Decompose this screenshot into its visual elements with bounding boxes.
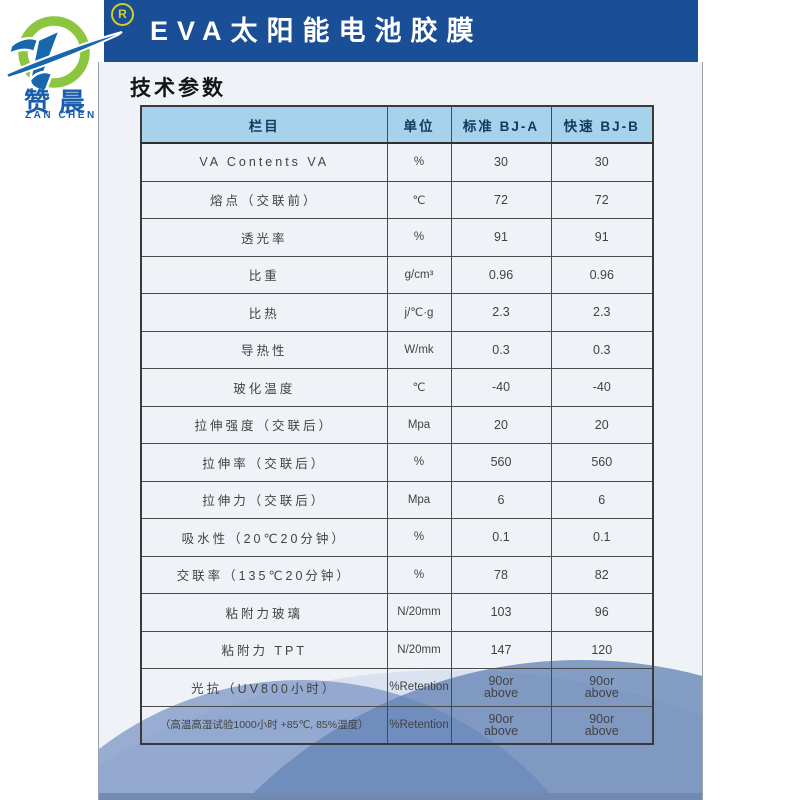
value-a-cell: 0.96 (450, 255, 552, 294)
value-b-cell: 90or above (550, 668, 654, 707)
content-panel: 技术参数 栏目 单位 标准 BJ-A 快速 BJ-B VA Contents V… (98, 62, 703, 800)
param-label-cell: 玻化温度 (140, 368, 388, 407)
value-a-cell: 90or above (450, 705, 552, 745)
param-label-cell: 粘附力玻璃 (140, 593, 388, 632)
unit-cell: %Retention (386, 705, 452, 745)
param-label-cell: VA Contents VA (140, 142, 388, 182)
unit-cell: ℃ (386, 368, 452, 407)
table-row: 粘附力 TPT N/20mm 147 120 (140, 630, 654, 669)
param-label-cell: 比重 (140, 255, 388, 294)
unit-cell: N/20mm (386, 630, 452, 669)
unit-cell: % (386, 518, 452, 557)
value-b-cell: 82 (550, 555, 654, 594)
param-label-cell: 熔点（交联前） (140, 180, 388, 219)
column-header-fast: 快速 BJ-B (550, 105, 654, 144)
table-row: 光抗（UV800小时） %Retention 90or above 90or abov… (140, 668, 654, 707)
spec-table-body: VA Contents VA% 30 30 熔点（交联前） ℃ 72 72 透光率% 91 91 比… (140, 142, 654, 745)
table-row: 比重 g/cm³ 0.96 0.96 (140, 255, 654, 294)
table-row: 吸水性（20℃20分钟）% 0.1 0.1 (140, 518, 654, 557)
value-b-cell: 72 (550, 180, 654, 219)
param-label-cell: 拉伸强度（交联后） (140, 405, 388, 444)
param-label-cell: （高温高湿试验1000小时 +85℃, 85%湿度） (140, 705, 388, 745)
value-a-cell: 0.3 (450, 330, 552, 369)
table-row: VA Contents VA% 30 30 (140, 142, 654, 182)
value-a-cell: 2.3 (450, 293, 552, 332)
value-b-cell: 2.3 (550, 293, 654, 332)
value-a-cell: 78 (450, 555, 552, 594)
value-a-cell: 90or above (450, 668, 552, 707)
value-b-cell: 0.96 (550, 255, 654, 294)
unit-cell: % (386, 443, 452, 482)
value-b-cell: 20 (550, 405, 654, 444)
value-a-cell: 91 (450, 218, 552, 257)
value-b-cell: 6 (550, 480, 654, 519)
unit-cell: Mpa (386, 480, 452, 519)
bottom-strip-decoration (99, 793, 702, 800)
param-label-cell: 粘附力 TPT (140, 630, 388, 669)
table-row: 拉伸率（交联后）% 560 560 (140, 443, 654, 482)
column-header-unit: 单位 (386, 105, 452, 144)
unit-cell: % (386, 555, 452, 594)
param-label-cell: 交联率（135℃20分钟） (140, 555, 388, 594)
table-row: 透光率% 91 91 (140, 218, 654, 257)
table-header-row: 栏目 单位 标准 BJ-A 快速 BJ-B (140, 105, 654, 144)
registered-trademark-icon: R (111, 3, 134, 26)
value-a-cell: 147 (450, 630, 552, 669)
unit-cell: j/℃·g (386, 293, 452, 332)
value-a-cell: 30 (450, 142, 552, 182)
unit-cell: ℃ (386, 180, 452, 219)
value-a-cell: -40 (450, 368, 552, 407)
table-row: 粘附力玻璃 N/20mm 103 96 (140, 593, 654, 632)
value-b-cell: 0.3 (550, 330, 654, 369)
value-b-cell: 0.1 (550, 518, 654, 557)
table-row: 导热性 W/mk 0.3 0.3 (140, 330, 654, 369)
unit-cell: g/cm³ (386, 255, 452, 294)
column-header-standard: 标准 BJ-A (450, 105, 552, 144)
value-a-cell: 72 (450, 180, 552, 219)
value-b-cell: 30 (550, 142, 654, 182)
param-label-cell: 拉伸力（交联后） (140, 480, 388, 519)
table-row: （高温高湿试验1000小时 +85℃, 85%湿度） %Retention 90or… (140, 705, 654, 745)
value-a-cell: 20 (450, 405, 552, 444)
value-b-cell: 91 (550, 218, 654, 257)
value-b-cell: 120 (550, 630, 654, 669)
value-b-cell: -40 (550, 368, 654, 407)
unit-cell: W/mk (386, 330, 452, 369)
unit-cell: N/20mm (386, 593, 452, 632)
unit-cell: %Retention (386, 668, 452, 707)
brand-name-chinese: 赞晨 (24, 87, 95, 117)
table-row: 拉伸强度（交联后） Mpa 20 20 (140, 405, 654, 444)
param-label-cell: 吸水性（20℃20分钟） (140, 518, 388, 557)
param-label-cell: 光抗（UV800小时） (140, 668, 388, 707)
unit-cell: % (386, 142, 452, 182)
param-label-cell: 比热 (140, 293, 388, 332)
table-row: 拉伸力（交联后） Mpa 6 6 (140, 480, 654, 519)
value-b-cell: 96 (550, 593, 654, 632)
param-label-cell: 透光率 (140, 218, 388, 257)
unit-cell: % (386, 218, 452, 257)
value-a-cell: 0.1 (450, 518, 552, 557)
value-a-cell: 103 (450, 593, 552, 632)
unit-cell: Mpa (386, 405, 452, 444)
zanchen-logo: 赞晨 ZAN CHEN (4, 2, 128, 128)
value-b-cell: 90or above (550, 705, 654, 745)
table-row: 熔点（交联前） ℃ 72 72 (140, 180, 654, 219)
section-title: 技术参数 (130, 77, 226, 100)
table-row: 交联率（135℃20分钟）% 78 82 (140, 555, 654, 594)
value-a-cell: 6 (450, 480, 552, 519)
table-row: 比热 j/℃·g 2.3 2.3 (140, 293, 654, 332)
logo-swoosh-icon (4, 16, 123, 92)
value-a-cell: 560 (450, 443, 552, 482)
value-b-cell: 560 (550, 443, 654, 482)
column-header-item: 栏目 (140, 105, 388, 144)
param-label-cell: 导热性 (140, 330, 388, 369)
param-label-cell: 拉伸率（交联后） (140, 443, 388, 482)
brand-name-english: ZAN CHEN (25, 110, 97, 121)
product-title: EVA太阳能电池胶膜 (150, 16, 483, 46)
title-bar: EVA太阳能电池胶膜 (104, 0, 698, 62)
table-row: 玻化温度 ℃ -40 -40 (140, 368, 654, 407)
spec-table: 栏目 单位 标准 BJ-A 快速 BJ-B VA Contents VA% 30 3… (140, 105, 654, 745)
